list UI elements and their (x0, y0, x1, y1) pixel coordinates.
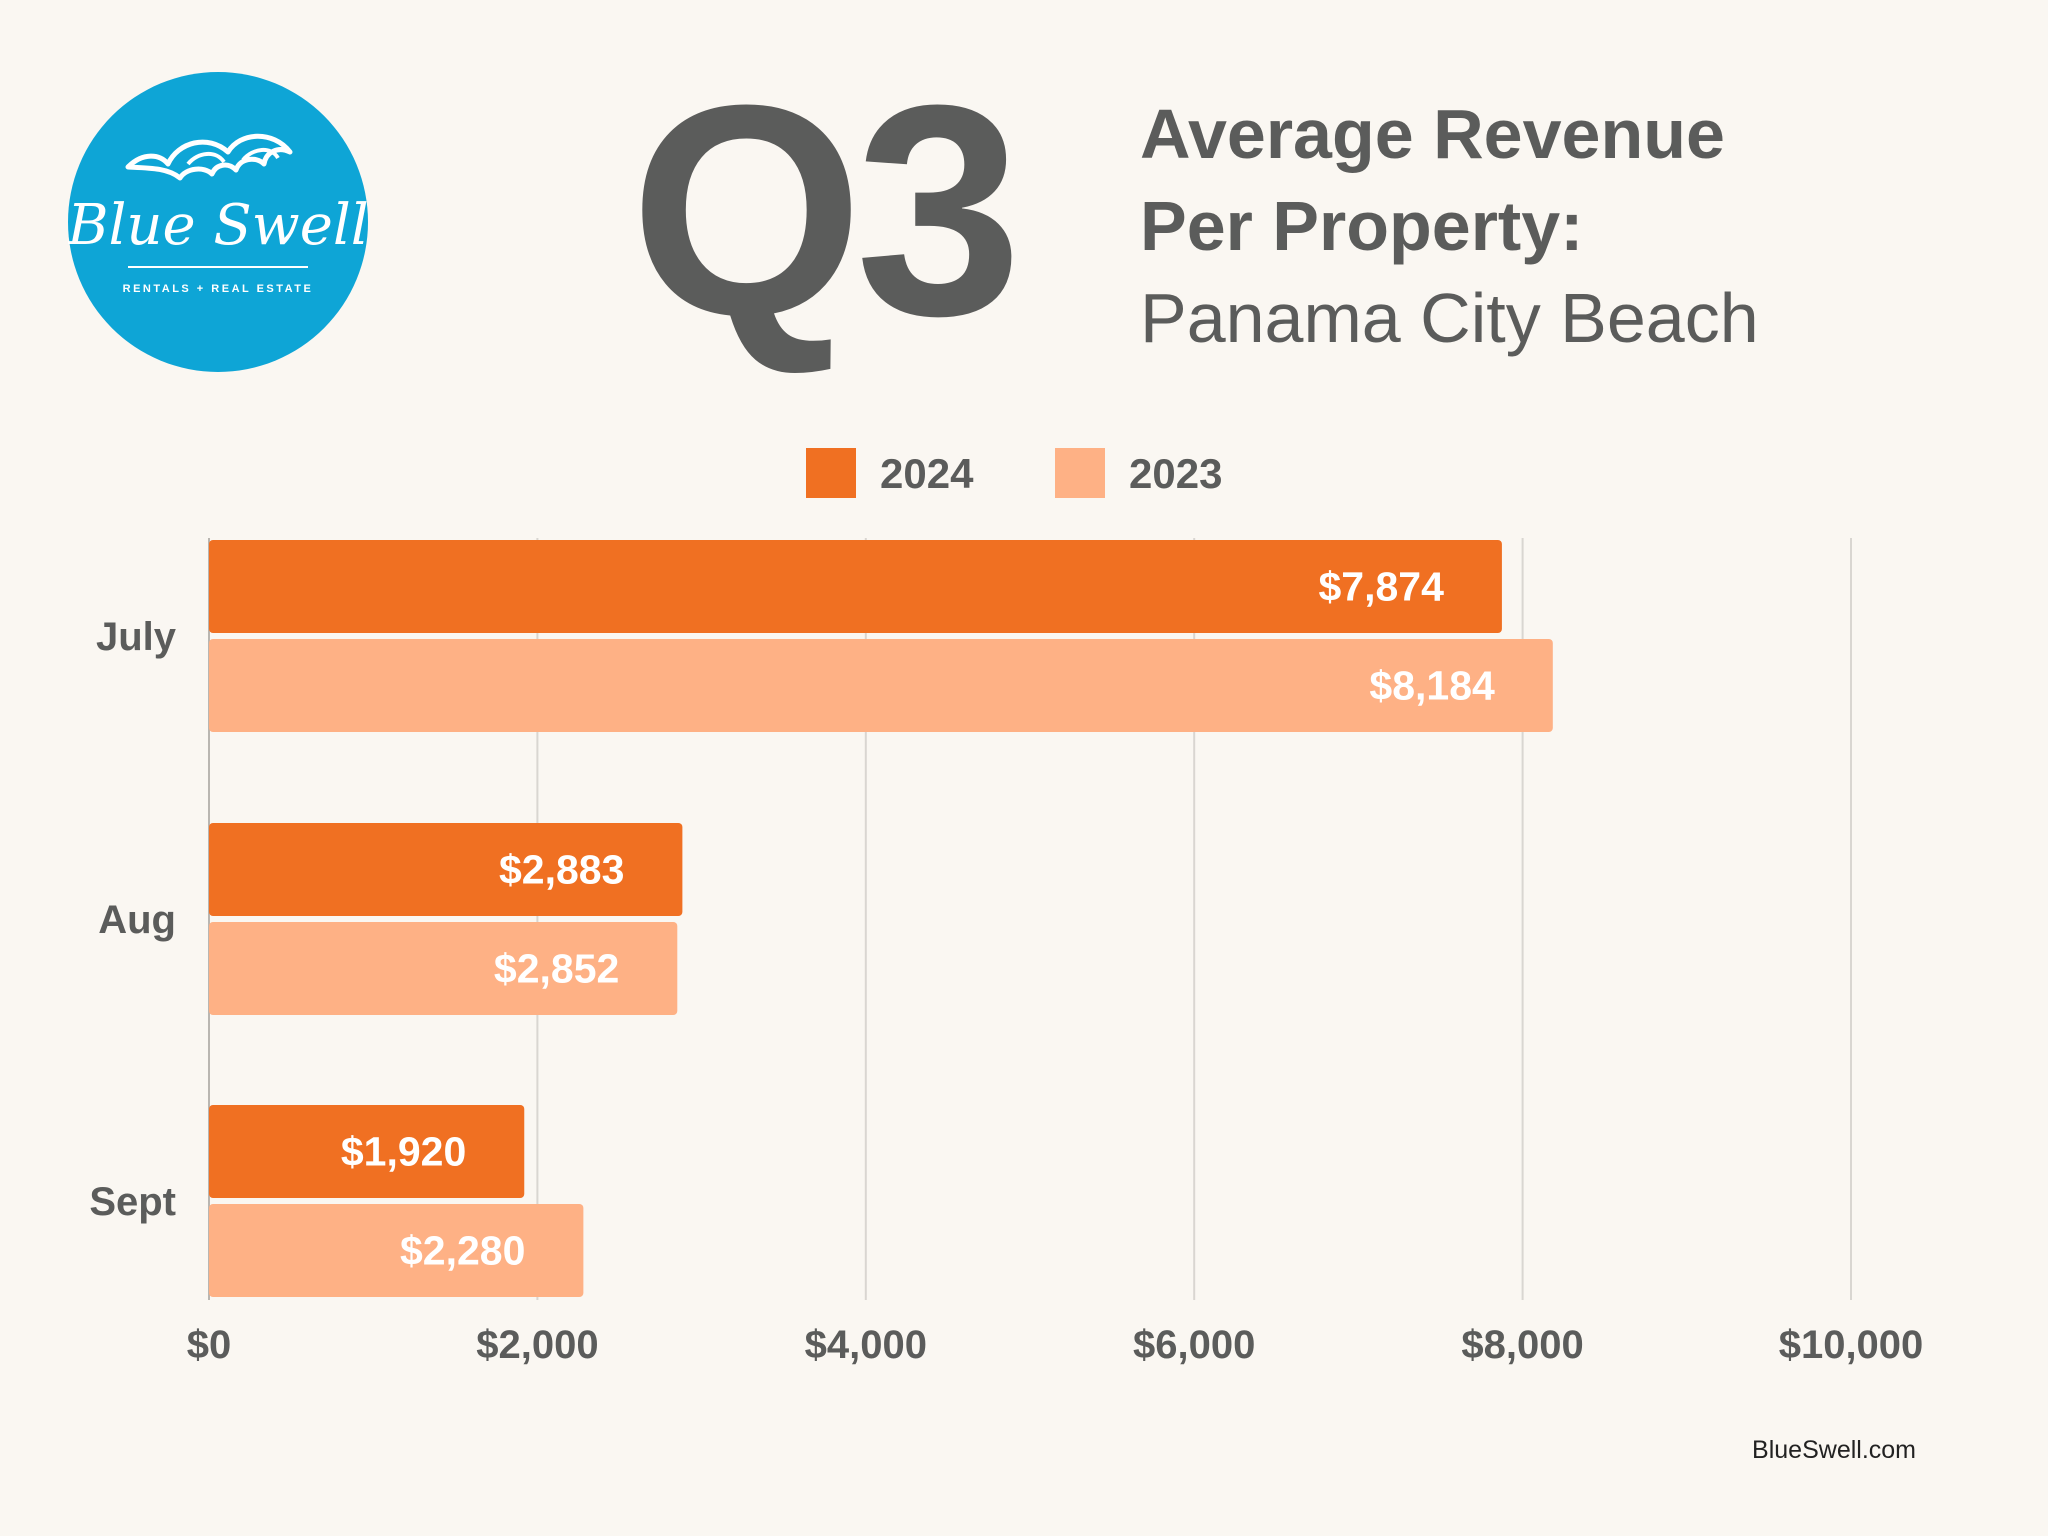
x-tick-label: $0 (187, 1323, 232, 1367)
data-label: $1,920 (341, 1129, 466, 1175)
data-label: $2,852 (494, 946, 619, 992)
bar-2024-july (209, 540, 1502, 633)
category-label: Aug (98, 898, 176, 942)
data-label: $2,280 (400, 1228, 525, 1274)
legend-label: 2024 (880, 450, 974, 497)
legend-swatch-2023 (1055, 448, 1105, 498)
wave-icon: Blue Swell RENTALS + REAL ESTATE (68, 133, 368, 295)
brand-tagline: RENTALS + REAL ESTATE (123, 283, 314, 295)
category-label: Sept (89, 1180, 176, 1224)
bar-2023-sept (209, 1204, 584, 1297)
bar-2024-aug (209, 823, 683, 916)
title-block: Average Revenue Per Property: Panama Cit… (1140, 88, 1759, 364)
bar-2023-july (209, 639, 1553, 732)
brand-logo: Blue Swell RENTALS + REAL ESTATE (68, 72, 368, 372)
quarter-label: Q3 (630, 42, 1022, 378)
bar-2024-sept (209, 1105, 525, 1198)
x-tick-label: $4,000 (805, 1323, 927, 1367)
data-label: $7,874 (1319, 564, 1445, 610)
x-tick-label: $6,000 (1133, 1323, 1255, 1367)
legend-label: 2023 (1129, 450, 1222, 497)
brand-name: Blue Swell (68, 193, 368, 258)
data-label: $2,883 (499, 847, 624, 893)
category-label: July (96, 615, 177, 659)
x-tick-label: $8,000 (1461, 1323, 1583, 1367)
footer-url: BlueSwell.com (1752, 1436, 1916, 1464)
subtitle: Panama City Beach (1140, 279, 1759, 357)
title-line-2: Per Property: (1140, 187, 1584, 265)
x-tick-label: $2,000 (476, 1323, 598, 1367)
x-tick-label: $10,000 (1779, 1323, 1924, 1367)
legend-swatch-2024 (806, 448, 856, 498)
bar-2023-aug (209, 922, 678, 1015)
data-label: $8,184 (1369, 663, 1495, 709)
title-line-1: Average Revenue (1140, 95, 1725, 173)
